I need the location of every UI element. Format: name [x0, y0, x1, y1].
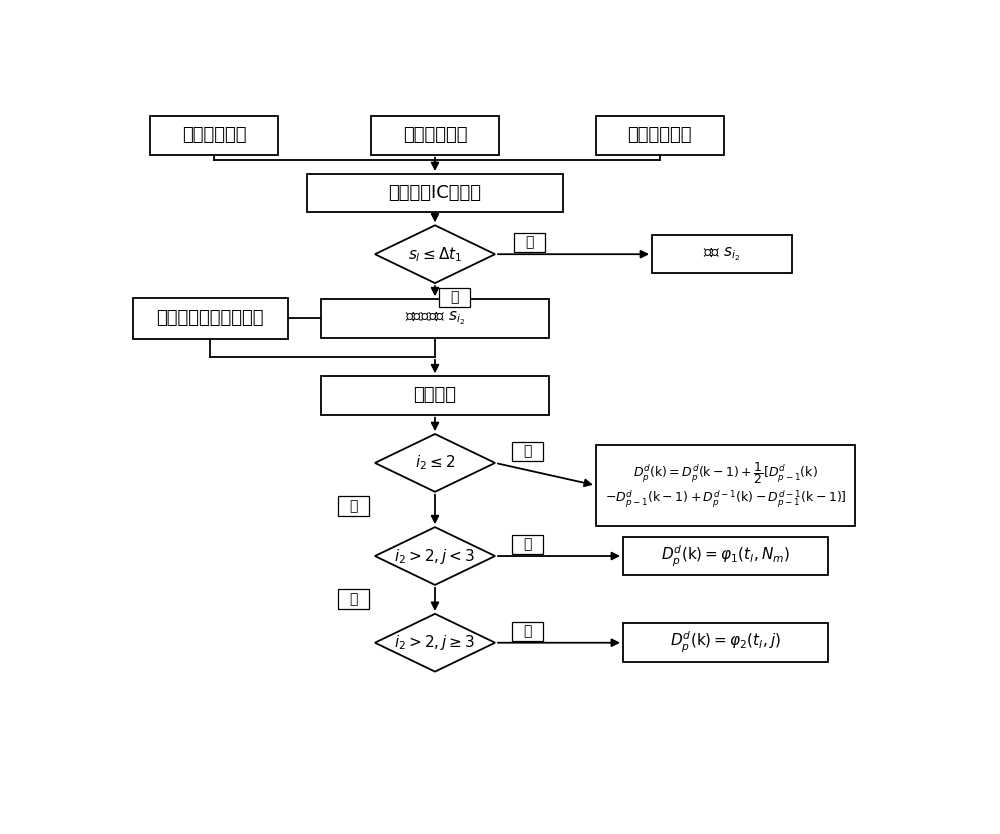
Text: 提取公交IC卡信息: 提取公交IC卡信息	[388, 184, 482, 202]
Text: 是: 是	[523, 624, 532, 638]
FancyBboxPatch shape	[596, 445, 855, 525]
FancyBboxPatch shape	[338, 496, 369, 515]
FancyBboxPatch shape	[512, 535, 543, 554]
FancyBboxPatch shape	[321, 299, 549, 338]
FancyBboxPatch shape	[512, 442, 543, 461]
FancyBboxPatch shape	[439, 288, 470, 307]
FancyBboxPatch shape	[514, 233, 545, 252]
Text: 否: 否	[526, 236, 534, 249]
FancyBboxPatch shape	[133, 298, 288, 339]
Text: 保留第一个 $s_{i_2}$: 保留第一个 $s_{i_2}$	[405, 309, 465, 327]
Text: 否: 否	[349, 499, 357, 513]
Text: 是: 是	[523, 537, 532, 551]
Text: $D_p^d(\mathrm{k})=\varphi_1(t_l, N_m)$: $D_p^d(\mathrm{k})=\varphi_1(t_l, N_m)$	[661, 544, 790, 569]
FancyBboxPatch shape	[150, 116, 278, 154]
Text: 获取车辆到站时间信息: 获取车辆到站时间信息	[156, 309, 264, 328]
Text: 是: 是	[523, 445, 532, 459]
FancyBboxPatch shape	[321, 376, 549, 414]
Text: 删除 $s_{i_2}$: 删除 $s_{i_2}$	[703, 245, 740, 263]
Text: 是: 是	[450, 290, 459, 304]
Text: $i_2>2, j<3$: $i_2>2, j<3$	[394, 546, 476, 565]
Polygon shape	[375, 434, 495, 492]
FancyBboxPatch shape	[623, 624, 828, 662]
Polygon shape	[375, 614, 495, 671]
FancyBboxPatch shape	[338, 590, 369, 609]
FancyBboxPatch shape	[596, 116, 724, 154]
Text: $s_l \leq \Delta t_1$: $s_l \leq \Delta t_1$	[408, 245, 462, 264]
Text: 上车人数信息: 上车人数信息	[403, 127, 467, 144]
FancyBboxPatch shape	[623, 537, 828, 575]
FancyBboxPatch shape	[652, 235, 792, 274]
Text: $i_2>2, j\geq 3$: $i_2>2, j\geq 3$	[394, 633, 476, 652]
FancyBboxPatch shape	[371, 116, 499, 154]
Text: 下车人数信息: 下车人数信息	[628, 127, 692, 144]
FancyBboxPatch shape	[307, 174, 563, 213]
Polygon shape	[375, 225, 495, 283]
Text: $i_2 \leq 2$: $i_2 \leq 2$	[415, 454, 455, 472]
Text: $D_p^d(\mathrm{k})=D_p^d(\mathrm{k}-1)+\dfrac{1}{2}[D_{p-1}^d(\mathrm{k})$
$-D_{: $D_p^d(\mathrm{k})=D_p^d(\mathrm{k}-1)+\…	[605, 460, 847, 510]
Polygon shape	[375, 527, 495, 585]
Text: $D_p^d(\mathrm{k})=\varphi_2(t_l, j)$: $D_p^d(\mathrm{k})=\varphi_2(t_l, j)$	[670, 631, 781, 656]
Text: 否: 否	[349, 592, 357, 606]
Text: 数据配对: 数据配对	[414, 386, 456, 404]
Text: 刷卡时间信息: 刷卡时间信息	[182, 127, 246, 144]
FancyBboxPatch shape	[512, 621, 543, 641]
